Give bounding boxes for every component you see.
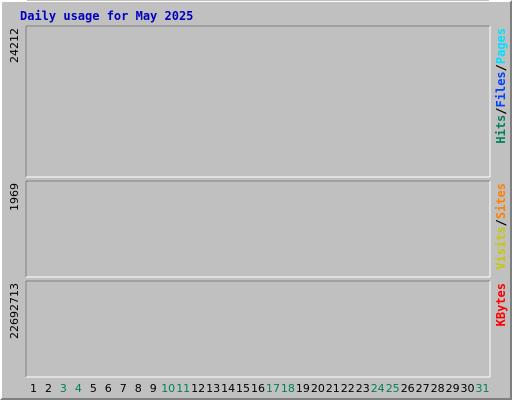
- day-label-25: 25: [386, 382, 400, 395]
- day-label-23: 23: [356, 382, 370, 395]
- day-label-10: 10: [161, 382, 175, 395]
- day-label-4: 4: [75, 382, 82, 395]
- day-label-28: 28: [431, 382, 445, 395]
- legend-entry: KBytes: [494, 283, 508, 326]
- day-label-21: 21: [326, 382, 340, 395]
- day-label-27: 27: [416, 382, 430, 395]
- legend-entry: Sites: [494, 183, 508, 219]
- day-label-1: 1: [30, 382, 37, 395]
- panel-max-label: 24212: [8, 28, 21, 63]
- panel-legend: KBytes: [494, 283, 508, 326]
- day-label-14: 14: [221, 382, 235, 395]
- day-label-13: 13: [206, 382, 220, 395]
- panel-max-label: 1969: [8, 183, 21, 211]
- day-label-12: 12: [191, 382, 205, 395]
- day-label-15: 15: [236, 382, 250, 395]
- day-label-18: 18: [281, 382, 295, 395]
- panel-visits-sites-plot: [26, 181, 490, 277]
- legend-entry: Visits: [494, 226, 508, 269]
- day-label-9: 9: [150, 382, 157, 395]
- panel-hits-files-pages-plot: [26, 26, 490, 177]
- day-label-3: 3: [60, 382, 67, 395]
- panel-legend: Hits/Files/Pages: [494, 28, 508, 144]
- legend-entry: Hits: [494, 115, 508, 144]
- panel-legend: Visits/Sites: [494, 183, 508, 270]
- day-label-7: 7: [120, 382, 127, 395]
- day-label-22: 22: [341, 382, 355, 395]
- panel-kbytes-plot: [26, 281, 490, 377]
- panel-max-label: 22692713: [8, 283, 21, 339]
- day-label-11: 11: [176, 382, 190, 395]
- day-label-8: 8: [135, 382, 142, 395]
- legend-entry: /: [494, 107, 508, 114]
- legend-entry: /: [494, 219, 508, 226]
- day-label-17: 17: [266, 382, 280, 395]
- day-label-19: 19: [296, 382, 310, 395]
- day-label-24: 24: [371, 382, 385, 395]
- day-label-31: 31: [476, 382, 490, 395]
- day-label-26: 26: [401, 382, 415, 395]
- day-label-2: 2: [45, 382, 52, 395]
- legend-entry: Pages: [494, 28, 508, 64]
- chart-title: Daily usage for May 2025: [20, 9, 193, 23]
- day-label-6: 6: [105, 382, 112, 395]
- day-label-20: 20: [311, 382, 325, 395]
- day-label-29: 29: [446, 382, 460, 395]
- day-label-30: 30: [461, 382, 475, 395]
- day-label-5: 5: [90, 382, 97, 395]
- day-label-16: 16: [251, 382, 265, 395]
- legend-entry: Files: [494, 71, 508, 107]
- legend-entry: /: [494, 64, 508, 71]
